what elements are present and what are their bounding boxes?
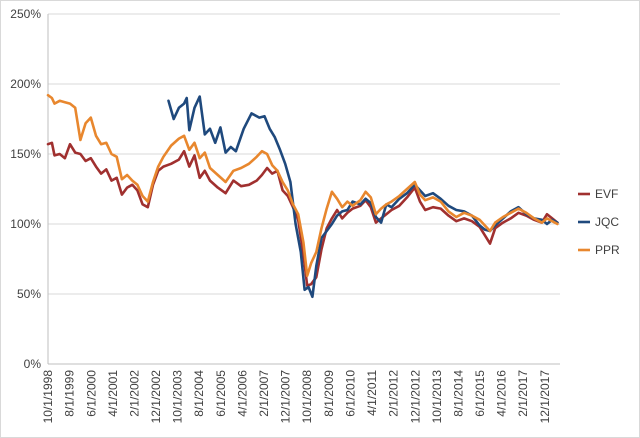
y-tick-label: 200% <box>10 77 41 91</box>
y-tick-label: 100% <box>10 217 41 231</box>
axes <box>47 14 560 365</box>
x-axis-tick-labels: 10/1/1998 8/1/1999 6/1/2000 4/1/2001 2/1/200… <box>41 370 552 424</box>
x-tick-label: 8/1/2004 <box>192 370 206 417</box>
x-tick-label: 10/1/2003 <box>171 370 185 424</box>
x-tick-label: 8/1/1999 <box>63 370 77 417</box>
y-tick-label: 250% <box>10 7 41 21</box>
x-tick-label: 8/1/2009 <box>322 370 336 417</box>
x-tick-label: 6/1/2015 <box>473 370 487 417</box>
y-tick-label: 0% <box>24 357 42 371</box>
x-tick-label: 2/1/2002 <box>127 370 141 417</box>
x-tick-label: 12/1/2002 <box>149 370 163 424</box>
series-line-ppr <box>46 93 559 278</box>
x-tick-label: 2/1/2012 <box>387 370 401 417</box>
x-tick-label: 12/1/2012 <box>408 370 422 424</box>
x-tick-label: 4/1/2006 <box>235 370 249 417</box>
x-tick-label: 2/1/2007 <box>257 370 271 417</box>
series-lines <box>46 93 559 299</box>
x-tick-label: 4/1/2016 <box>495 370 509 417</box>
series-line-evf <box>46 141 559 287</box>
y-tick-label: 150% <box>10 147 41 161</box>
x-tick-label: 4/1/2011 <box>365 370 379 416</box>
x-tick-label: 6/1/2005 <box>214 370 228 417</box>
x-tick-label: 10/1/2008 <box>300 370 314 424</box>
x-tick-label: 2/1/2017 <box>516 370 530 417</box>
x-tick-label: 6/1/2000 <box>84 370 98 417</box>
legend-label-jqc: JQC <box>595 215 619 229</box>
x-tick-label: 8/1/2014 <box>451 370 465 417</box>
legend-label-ppr: PPR <box>595 243 620 257</box>
x-tick-label: 10/1/1998 <box>41 370 55 424</box>
x-tick-label: 6/1/2010 <box>344 370 358 417</box>
x-tick-label: 10/1/2013 <box>430 370 444 424</box>
legend-label-evf: EVF <box>595 187 618 201</box>
y-tick-label: 50% <box>17 287 41 301</box>
x-tick-label: 12/1/2017 <box>538 370 552 424</box>
x-tick-label: 12/1/2007 <box>279 370 293 424</box>
y-axis-tick-labels: 0% 50% 100% 150% 200% 250% <box>10 7 41 371</box>
legend: EVF JQC PPR <box>578 187 620 257</box>
x-tick-label: 4/1/2001 <box>106 370 120 417</box>
series-line-jqc <box>167 95 559 299</box>
